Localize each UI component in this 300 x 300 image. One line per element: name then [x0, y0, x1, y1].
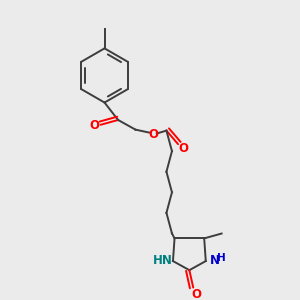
Text: O: O [191, 288, 201, 300]
Text: O: O [149, 128, 159, 141]
Text: H: H [217, 253, 226, 263]
Text: O: O [178, 142, 188, 155]
Text: O: O [89, 119, 99, 132]
Text: N: N [209, 254, 220, 267]
Text: HN: HN [153, 254, 173, 267]
